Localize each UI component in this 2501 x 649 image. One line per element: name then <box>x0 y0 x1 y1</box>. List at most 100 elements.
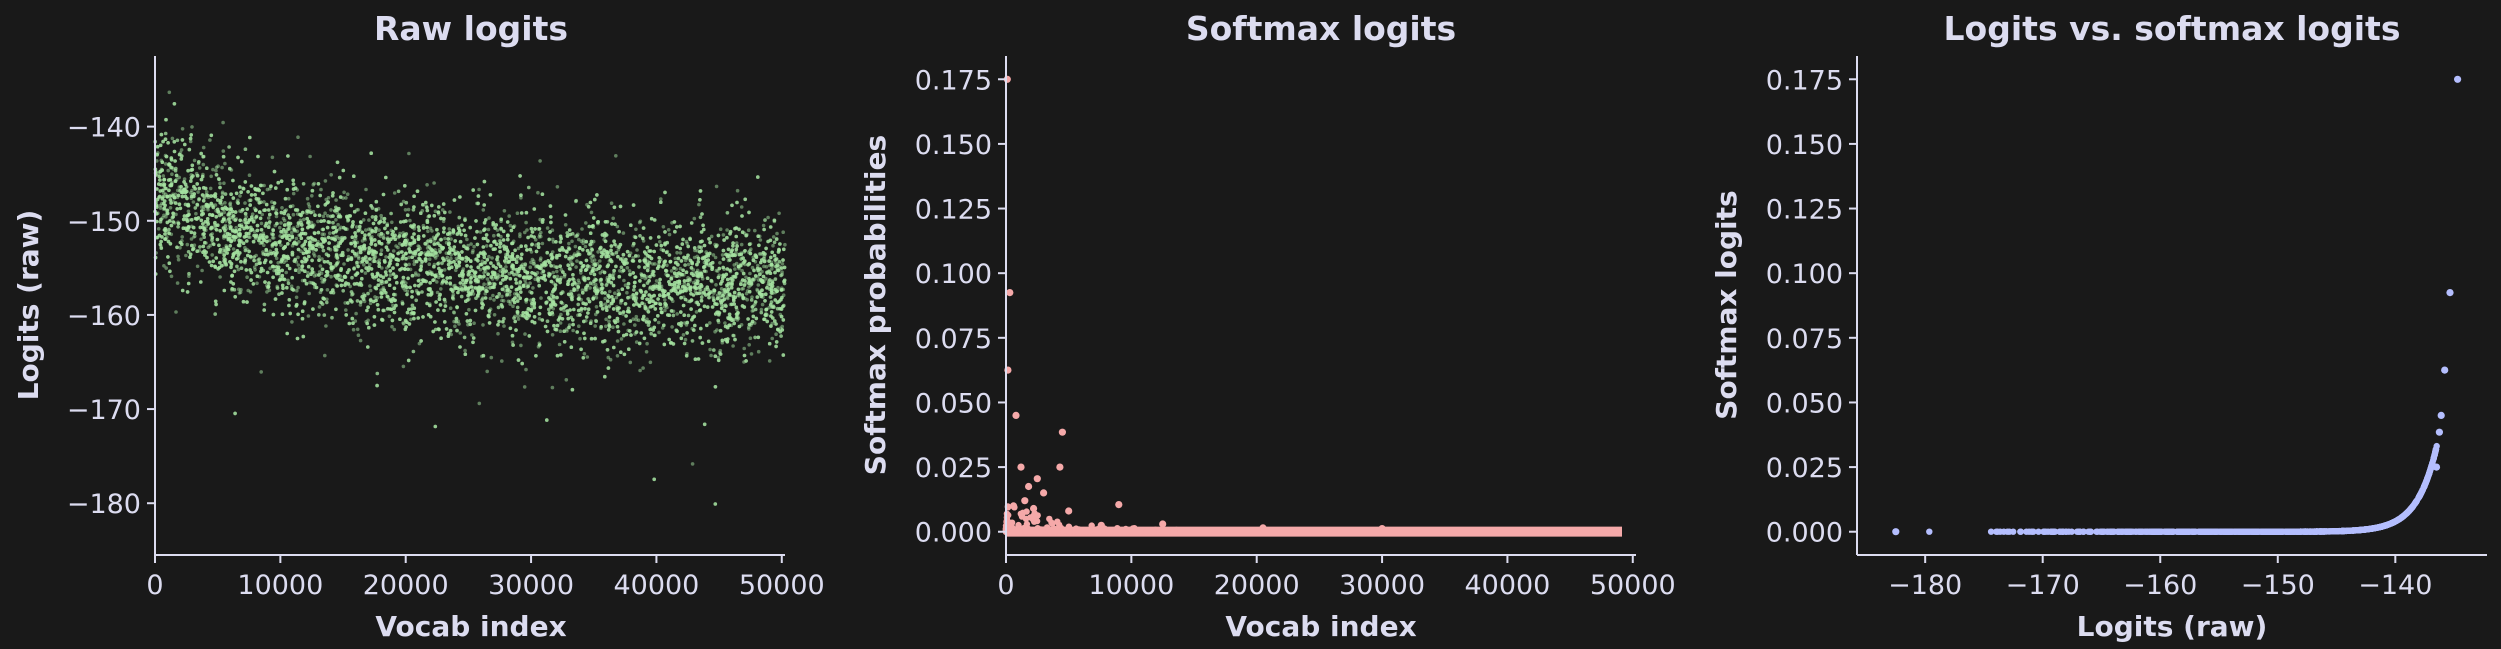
data-point <box>675 312 679 316</box>
data-point <box>586 297 590 301</box>
data-point <box>191 200 196 204</box>
data-point <box>208 186 213 191</box>
data-point <box>607 319 611 324</box>
data-point <box>323 211 327 215</box>
data-point <box>307 204 312 209</box>
data-point <box>452 310 456 315</box>
data-point <box>711 253 716 257</box>
data-point <box>686 262 691 267</box>
data-point <box>656 320 661 325</box>
data-point <box>590 253 595 258</box>
data-point <box>508 223 513 228</box>
data-point <box>683 337 688 342</box>
data-point <box>337 227 342 231</box>
data-point <box>161 174 166 178</box>
data-point <box>750 265 755 270</box>
data-point <box>306 314 311 318</box>
data-point <box>291 212 296 217</box>
data-point <box>528 281 532 286</box>
data-point <box>594 305 599 309</box>
data-point <box>678 251 683 255</box>
data-point <box>220 191 225 196</box>
data-point <box>201 145 206 150</box>
data-point <box>218 275 222 279</box>
data-point <box>562 308 566 313</box>
data-point <box>734 241 739 245</box>
data-point <box>271 236 276 240</box>
data-point <box>427 262 432 267</box>
data-point <box>312 181 317 186</box>
data-point <box>210 253 214 257</box>
data-point <box>625 290 629 295</box>
data-point <box>262 243 266 247</box>
data-point <box>354 225 359 229</box>
data-point <box>622 278 626 283</box>
data-point <box>485 369 490 374</box>
data-point <box>756 283 761 287</box>
data-point <box>604 324 608 329</box>
data-point <box>670 325 674 329</box>
data-point <box>353 236 358 241</box>
data-point <box>755 287 759 292</box>
data-point <box>578 336 582 341</box>
data-point <box>723 321 727 325</box>
data-point <box>750 309 755 313</box>
data-point <box>188 139 193 144</box>
data-point <box>471 248 475 253</box>
data-point <box>284 258 289 263</box>
data-point <box>756 263 760 268</box>
data-point <box>596 250 600 254</box>
data-point <box>362 263 366 267</box>
data-point <box>762 264 766 269</box>
data-point <box>255 281 259 286</box>
data-point <box>364 228 368 232</box>
data-point <box>477 187 481 192</box>
data-point <box>220 165 224 170</box>
data-point <box>196 190 200 194</box>
data-point <box>500 298 504 303</box>
data-point <box>186 209 191 214</box>
data-point <box>274 208 279 212</box>
data-point <box>189 237 194 241</box>
data-point <box>162 264 166 268</box>
data-point <box>633 323 637 327</box>
data-point <box>454 268 458 273</box>
data-point <box>745 297 749 302</box>
panel1-title: Raw logits <box>374 9 568 48</box>
data-point <box>558 321 563 325</box>
data-point <box>770 336 774 341</box>
data-point <box>539 296 543 300</box>
data-point <box>296 285 300 290</box>
data-point <box>538 217 542 222</box>
data-point <box>377 258 382 263</box>
data-point <box>486 227 491 232</box>
data-point <box>222 210 226 215</box>
data-point <box>323 353 327 358</box>
data-point <box>522 385 527 389</box>
data-point <box>282 218 287 223</box>
data-point <box>390 220 394 225</box>
data-point <box>485 277 490 281</box>
data-point <box>412 262 417 267</box>
data-point <box>178 245 182 250</box>
data-point <box>748 271 752 276</box>
data-point <box>533 237 538 242</box>
data-point <box>720 291 725 295</box>
data-point <box>342 190 346 195</box>
data-point <box>318 264 323 268</box>
data-point <box>589 210 594 215</box>
data-point <box>317 270 322 274</box>
data-point <box>759 307 764 312</box>
data-point <box>290 320 294 324</box>
data-point <box>377 228 381 232</box>
data-point <box>356 207 360 212</box>
data-point <box>709 234 714 239</box>
data-point <box>358 303 363 307</box>
data-point <box>425 183 429 187</box>
data-point <box>750 295 754 300</box>
data-point <box>190 125 194 129</box>
data-point <box>392 327 397 332</box>
data-point <box>164 215 168 219</box>
data-point <box>440 208 445 212</box>
data-point <box>625 266 630 270</box>
